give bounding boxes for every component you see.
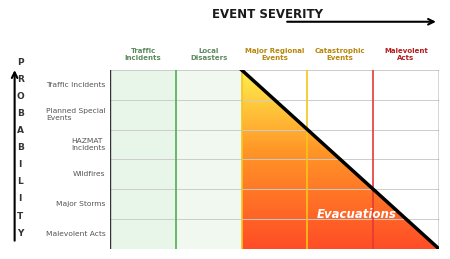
Text: T: T — [17, 212, 23, 220]
Text: L: L — [18, 177, 23, 186]
Text: HAZMAT
Incidents: HAZMAT Incidents — [72, 138, 106, 151]
Text: Catastrophic
Events: Catastrophic Events — [315, 48, 365, 61]
Text: R: R — [17, 75, 24, 84]
Text: A: A — [17, 126, 24, 135]
Text: Traffic
Incidents: Traffic Incidents — [125, 48, 162, 61]
Text: Planned Special
Events: Planned Special Events — [46, 108, 106, 121]
Text: Y: Y — [17, 229, 23, 238]
Bar — [242, 70, 439, 249]
Bar — [176, 70, 242, 249]
Text: Wildfires: Wildfires — [73, 171, 106, 177]
Text: Evacuations: Evacuations — [317, 208, 396, 221]
Text: Local
Disasters: Local Disasters — [190, 48, 228, 61]
Bar — [110, 70, 176, 249]
Text: Major Regional
Events: Major Regional Events — [245, 48, 304, 61]
Text: I: I — [18, 160, 22, 169]
Text: B: B — [17, 143, 24, 152]
Text: EVENT SEVERITY: EVENT SEVERITY — [212, 8, 323, 21]
Text: B: B — [17, 109, 24, 118]
Text: I: I — [18, 195, 22, 203]
Text: Malevolent
Acts: Malevolent Acts — [384, 48, 428, 61]
Text: Traffic Incidents: Traffic Incidents — [46, 82, 106, 88]
Text: Major Storms: Major Storms — [56, 201, 106, 207]
Text: Malevolent Acts: Malevolent Acts — [46, 231, 106, 237]
Text: P: P — [17, 58, 23, 67]
Text: O: O — [16, 92, 24, 101]
